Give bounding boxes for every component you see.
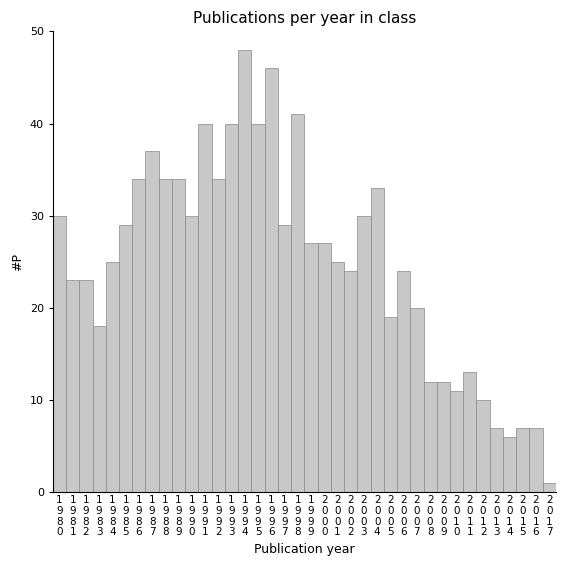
Bar (265, 68, 278, 492)
Bar (66, 280, 79, 492)
Bar (450, 391, 463, 492)
Bar (344, 271, 357, 492)
Bar (476, 400, 490, 492)
Bar (211, 179, 225, 492)
Bar (331, 262, 344, 492)
X-axis label: Publication year: Publication year (254, 543, 355, 556)
Bar (185, 215, 198, 492)
Bar (238, 50, 251, 492)
Bar (146, 151, 159, 492)
Bar (291, 115, 304, 492)
Bar (318, 243, 331, 492)
Bar (278, 225, 291, 492)
Bar (424, 382, 437, 492)
Bar (516, 428, 530, 492)
Bar (53, 215, 66, 492)
Bar (304, 243, 318, 492)
Bar (357, 215, 371, 492)
Bar (198, 124, 211, 492)
Bar (503, 437, 516, 492)
Bar (463, 373, 476, 492)
Bar (384, 317, 397, 492)
Title: Publications per year in class: Publications per year in class (193, 11, 416, 26)
Bar (543, 483, 556, 492)
Bar (397, 271, 411, 492)
Bar (530, 428, 543, 492)
Bar (159, 179, 172, 492)
Bar (172, 179, 185, 492)
Bar (79, 280, 92, 492)
Bar (119, 225, 132, 492)
Bar (411, 308, 424, 492)
Bar (132, 179, 146, 492)
Bar (437, 382, 450, 492)
Y-axis label: #P: #P (11, 253, 24, 271)
Bar (251, 124, 265, 492)
Bar (490, 428, 503, 492)
Bar (92, 326, 106, 492)
Bar (106, 262, 119, 492)
Bar (225, 124, 238, 492)
Bar (371, 188, 384, 492)
